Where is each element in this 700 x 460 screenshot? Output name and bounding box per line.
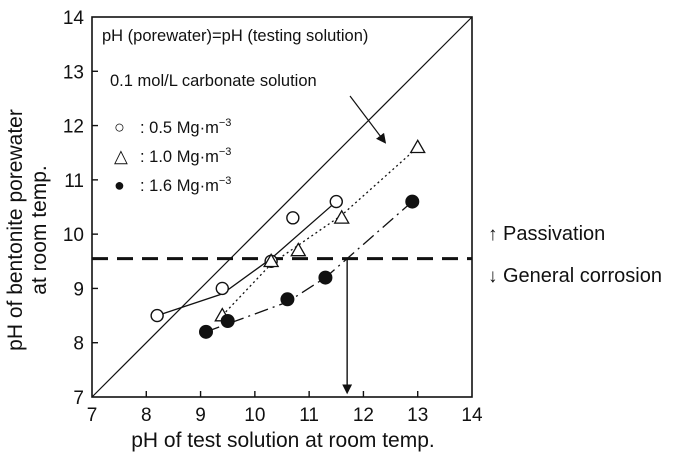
legend: ○ : 0.5 Mg·m−3 △ : 1.0 Mg·m−3 ● : 1.6 Mg… xyxy=(114,117,231,195)
passivation-arrow: ↑ xyxy=(488,224,498,245)
x-tick-label: 12 xyxy=(353,405,374,426)
x-tick-label: 13 xyxy=(407,405,428,426)
x-tick-label: 11 xyxy=(299,405,319,426)
y-tick-label: 10 xyxy=(63,225,84,246)
legend-marker-2: ● xyxy=(114,175,125,195)
y-axis-title-line-1: pH of bentonite porewater xyxy=(4,109,27,351)
data-point-s2 xyxy=(318,270,333,285)
legend-label-1: : 1.0 Mg·m−3 xyxy=(140,146,231,166)
plot-frame xyxy=(91,16,473,398)
data-point-s0 xyxy=(150,308,164,323)
y-tick-label: 9 xyxy=(73,279,84,300)
x-tick-label: 14 xyxy=(461,405,483,426)
carbonate-pointer-arrow xyxy=(349,95,387,144)
carbonate-annotation: 0.1 mol/L carbonate solution xyxy=(110,72,317,90)
corrosion-arrow: ↓ xyxy=(488,266,498,287)
legend-marker-1: △ xyxy=(114,146,128,166)
passivation-label: Passivation xyxy=(503,223,605,245)
y-axis-title-line-2: at room temp. xyxy=(28,165,51,295)
data-point-s0 xyxy=(329,194,343,209)
marks-layer xyxy=(150,138,426,339)
data-point-s2 xyxy=(405,194,420,209)
legend-label-2: : 1.6 Mg·m−3 xyxy=(140,175,231,195)
trend-line-2 xyxy=(205,201,413,333)
data-point-s1 xyxy=(263,252,280,268)
x-axis-title: pH of test solution at room temp. xyxy=(131,429,434,452)
data-point-s1 xyxy=(290,242,307,257)
x-tick-label: 8 xyxy=(141,405,152,426)
x-tick-label: 9 xyxy=(195,405,206,426)
x-tick-label: 10 xyxy=(244,405,265,426)
trend-line-0 xyxy=(156,201,337,317)
data-point-s2 xyxy=(280,292,295,307)
lines-layer xyxy=(91,16,473,398)
reference-line xyxy=(91,16,473,398)
y-axis-title: pH of bentonite porewater at room temp. xyxy=(4,109,51,351)
corrosion-label: General corrosion xyxy=(503,265,662,287)
y-tick-label: 8 xyxy=(73,334,84,355)
data-point-s1 xyxy=(333,209,350,224)
legend-marker-0: ○ xyxy=(114,117,125,137)
equality-annotation: pH (porewater)=pH (testing solution) xyxy=(102,27,368,45)
y-tick-label: 12 xyxy=(63,117,84,138)
data-point-s0 xyxy=(286,211,300,225)
axes: 7 8 9 10 11 12 13 14 7 8 9 10 11 12 13 14 xyxy=(63,8,483,426)
y-tick-label: 14 xyxy=(63,8,85,29)
x-tick-label: 7 xyxy=(87,405,98,426)
y-tick-label: 11 xyxy=(64,171,84,192)
data-point-s2 xyxy=(220,314,235,328)
data-point-s0 xyxy=(215,281,229,296)
y-tick-label: 13 xyxy=(63,62,84,83)
legend-label-0: : 0.5 Mg·m−3 xyxy=(140,117,231,137)
data-point-s2 xyxy=(199,324,213,339)
y-tick-label: 7 xyxy=(73,388,84,409)
trend-line-1 xyxy=(221,146,419,317)
data-point-s1 xyxy=(409,138,426,154)
